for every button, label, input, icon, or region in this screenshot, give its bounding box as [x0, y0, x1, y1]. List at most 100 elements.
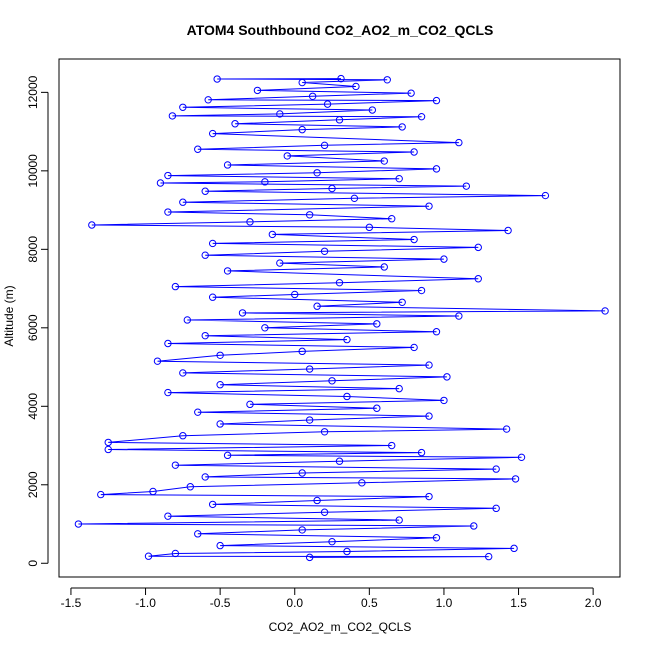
data-point: [201, 187, 209, 195]
data-point: [601, 307, 609, 315]
data-point: [305, 365, 314, 373]
data-point: [208, 239, 217, 248]
data-point: [365, 223, 374, 232]
data-point: [440, 255, 448, 263]
data-point: [305, 211, 314, 219]
data-point: [246, 400, 254, 409]
data-point: [276, 110, 284, 118]
data-point: [395, 384, 403, 393]
data-point: [407, 89, 415, 97]
y-axis-label: Altitude (m): [2, 285, 16, 346]
data-point: [291, 290, 299, 299]
data-point: [313, 496, 321, 505]
x-tick-label: 2.0: [585, 596, 602, 610]
data-point: [201, 251, 209, 259]
x-axis: -1.5 -1.0 -0.5 0.0 0.5 1.0 1.5 2.0: [61, 587, 602, 610]
data-point: [328, 377, 336, 385]
data-point: [298, 526, 306, 534]
x-tick-label: 1.5: [510, 596, 527, 610]
x-tick-label: -0.5: [210, 596, 231, 610]
data-point: [462, 182, 471, 190]
data-point: [343, 335, 351, 344]
x-tick-label: -1.5: [61, 596, 82, 610]
data-point: [179, 369, 187, 377]
data-point: [88, 221, 96, 229]
data-point: [223, 267, 232, 275]
data-point: [171, 282, 180, 291]
data-point: [432, 165, 441, 173]
data-point: [380, 157, 388, 165]
data-point: [388, 441, 396, 450]
y-tick-label: 10000: [26, 154, 40, 188]
data-point: [410, 343, 418, 352]
data-point: [298, 125, 306, 134]
x-tick-label: -1.0: [135, 596, 156, 610]
data-point: [380, 263, 388, 271]
data-point: [474, 275, 482, 283]
data-point: [358, 479, 366, 487]
data-point: [208, 500, 217, 509]
data-point: [208, 293, 217, 301]
plot-area-frame: [58, 58, 621, 578]
data-point: [502, 425, 511, 433]
data-point: [323, 100, 332, 108]
data-point: [517, 453, 526, 462]
data-point: [388, 215, 396, 223]
data-point: [268, 230, 277, 239]
data-point: [410, 148, 418, 156]
data-point: [74, 520, 83, 528]
y-axis: 0 2000 4000 6000 8000 10000 12000: [26, 75, 49, 567]
data-point: [425, 361, 433, 369]
data-point: [238, 309, 247, 317]
data-point: [432, 96, 441, 105]
data-point: [194, 530, 202, 538]
data-point: [168, 112, 177, 120]
data-point: [335, 278, 344, 287]
data-point: [246, 218, 254, 226]
data-point: [492, 504, 500, 513]
data-point: [261, 178, 269, 186]
data-point: [276, 259, 284, 267]
data-point: [417, 286, 426, 295]
data-point: [443, 373, 451, 381]
data-point: [204, 96, 212, 104]
data-point: [153, 357, 162, 365]
data-point: [171, 461, 180, 469]
data-point: [201, 473, 209, 481]
data-point: [149, 487, 157, 496]
data-point: [164, 171, 172, 180]
data-point: [485, 552, 493, 561]
data-point: [216, 420, 224, 428]
data-point: [432, 534, 441, 542]
data-point: [194, 408, 202, 416]
data-point: [470, 522, 478, 530]
data-point: [213, 75, 221, 83]
y-tick-label: 2000: [26, 471, 40, 498]
x-tick-label: 1.0: [436, 596, 453, 610]
data-point: [417, 112, 426, 121]
data-point: [455, 312, 463, 320]
data-point: [510, 544, 518, 553]
data-point: [335, 116, 344, 124]
data-point: [432, 328, 441, 336]
data-point: [283, 152, 291, 160]
series-line: [78, 78, 606, 558]
data-point: [417, 448, 426, 457]
data-point: [425, 202, 433, 210]
data-point: [231, 120, 239, 128]
data-point: [492, 465, 500, 473]
data-point: [164, 512, 172, 520]
data-point: [223, 451, 232, 460]
data-point: [395, 516, 403, 524]
data-point: [156, 179, 165, 187]
data-point: [343, 547, 351, 556]
data-point: [104, 438, 112, 447]
y-tick-label: 0: [26, 560, 40, 567]
y-tick-label: 12000: [26, 75, 40, 109]
data-point: [373, 404, 381, 412]
y-tick-label: 8000: [26, 236, 40, 263]
chart-title: ATOM4 Southbound CO2_AO2_m_CO2_QCLS: [187, 22, 494, 38]
data-point: [164, 388, 172, 397]
data-point: [410, 235, 418, 244]
